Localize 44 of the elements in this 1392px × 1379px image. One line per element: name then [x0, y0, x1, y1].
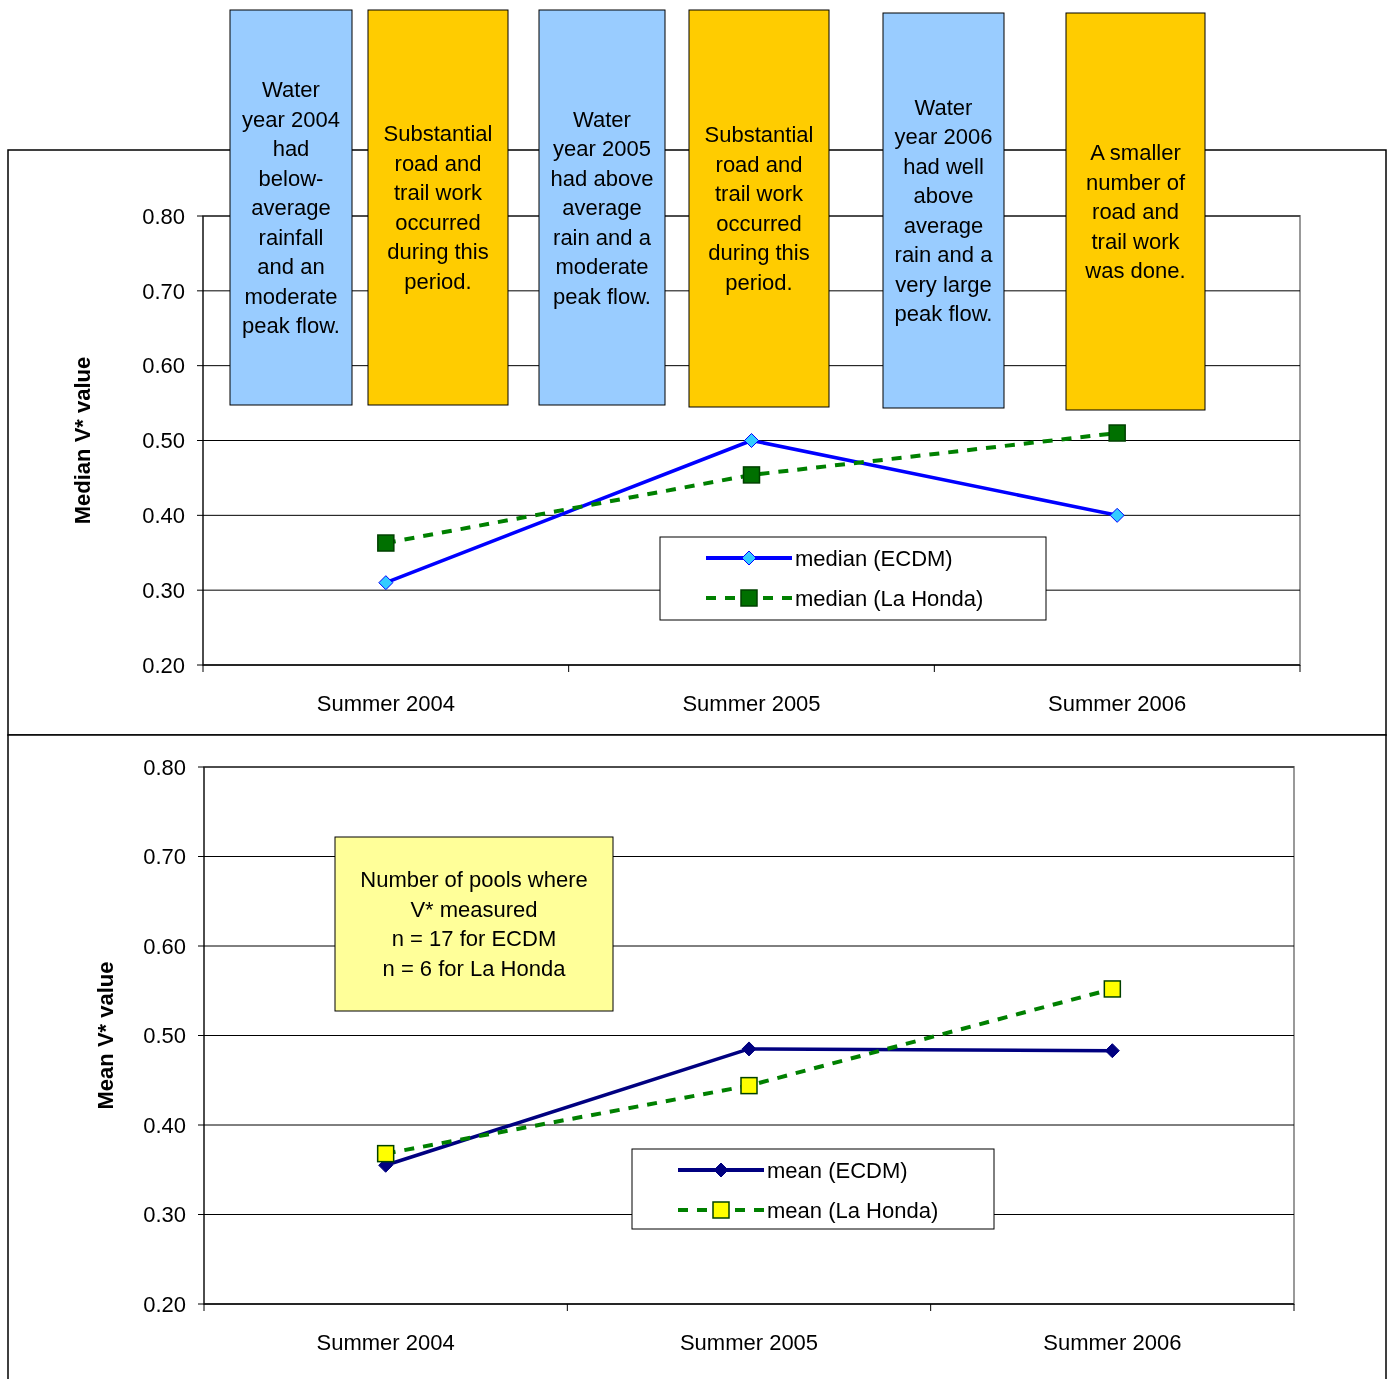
point	[1104, 1043, 1120, 1059]
point	[1108, 424, 1126, 442]
point	[377, 534, 395, 552]
y-tick-label: 0.70	[142, 278, 185, 304]
y-tick-label: 0.70	[143, 844, 186, 870]
annotation: Water year 2006 had well above average rain and a very large peak flow.	[894, 94, 994, 327]
point	[740, 1076, 758, 1095]
legend-label: mean (La Honda)	[767, 1197, 939, 1223]
y-tick-label: 0.60	[143, 933, 186, 959]
point	[741, 1041, 757, 1057]
y-tick-label: 0.20	[142, 652, 185, 678]
y-tick-label: 0.60	[142, 353, 185, 379]
y-tick-label: 0.80	[142, 203, 185, 229]
y-tick-label: 0.20	[143, 1291, 186, 1317]
legend-label: median (La Honda)	[795, 585, 984, 611]
y-axis-title: Mean V* value	[93, 961, 118, 1110]
point	[742, 466, 761, 484]
annotation: Number of pools where V* measured n = 17 for ECDM n = 6 for La Honda	[360, 867, 588, 981]
y-tick-label: 0.50	[142, 428, 185, 454]
y-tick-label: 0.40	[143, 1112, 186, 1138]
x-tick-label: Summer 2005	[679, 1330, 819, 1355]
annotation: Substantial road and trail work occurred during this period.	[383, 121, 493, 294]
y-tick-label: 0.80	[143, 754, 186, 780]
x-tick-label: Summer 2006	[1048, 691, 1187, 716]
point	[378, 575, 394, 591]
y-tick-label: 0.30	[143, 1202, 186, 1228]
point	[1103, 980, 1122, 998]
y-axis-title: Median V* value	[70, 356, 95, 525]
annotation: A smaller number of road and trail work was done.	[1084, 140, 1186, 284]
y-tick-label: 0.50	[143, 1023, 186, 1049]
text: Water year 2004 had below-average rainfall and an moderate peak flow.	[242, 77, 340, 339]
y-tick-label: 0.40	[142, 503, 185, 529]
y-tick-label: 0.30	[142, 577, 185, 603]
legend-label: mean (ECDM)	[767, 1157, 908, 1183]
x-tick-label: Summer 2004	[316, 1330, 455, 1355]
x-tick-label: Summer 2004	[316, 691, 455, 716]
point	[376, 1144, 395, 1163]
annotation: Substantial road and trail work occurred during this period.	[704, 122, 814, 295]
legend-label: median (ECDM)	[795, 545, 953, 571]
x-tick-label: Summer 2006	[1043, 1330, 1182, 1355]
point	[1109, 507, 1125, 523]
x-tick-label: Summer 2005	[682, 691, 821, 716]
point	[744, 433, 759, 448]
annotation: Water year 2005 had above average rain and a moderate peak flow.	[550, 106, 654, 309]
